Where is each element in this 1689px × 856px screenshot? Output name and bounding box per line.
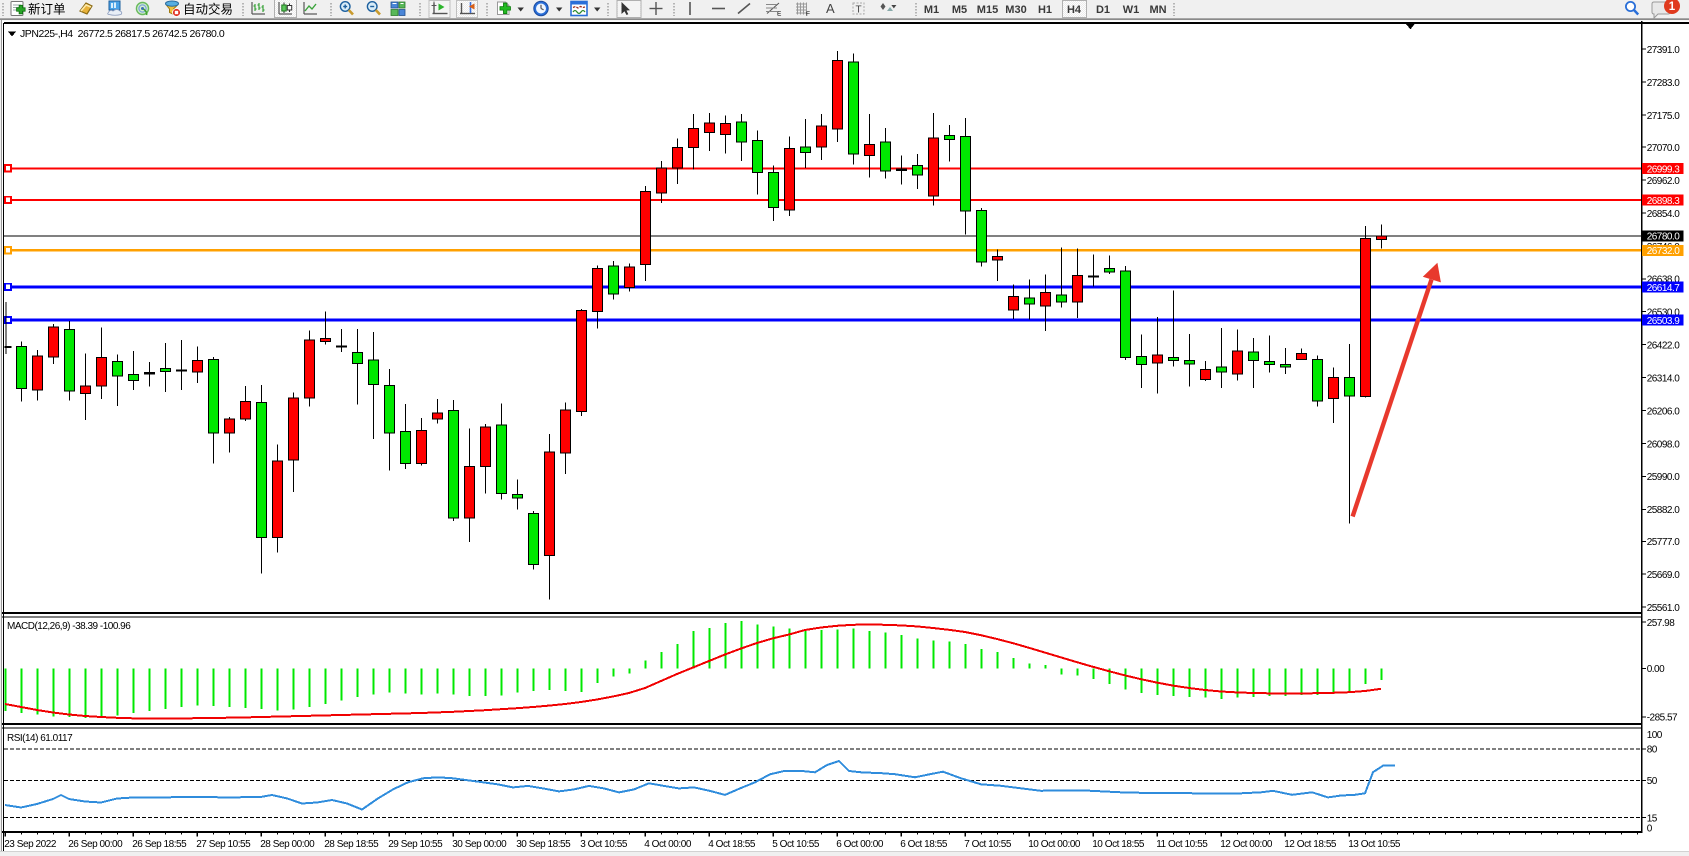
svg-text:26206.0: 26206.0 <box>1647 406 1681 417</box>
svg-text:4 Oct 00:00: 4 Oct 00:00 <box>644 839 692 850</box>
svg-text:26962.0: 26962.0 <box>1647 176 1681 187</box>
svg-text:10 Oct 00:00: 10 Oct 00:00 <box>1028 839 1081 850</box>
svg-text:MACD(12,26,9) -38.39 -100.96: MACD(12,26,9) -38.39 -100.96 <box>7 621 131 632</box>
svg-text:27283.0: 27283.0 <box>1647 78 1681 89</box>
svg-text:26503.9: 26503.9 <box>1647 316 1681 327</box>
svg-text:6 Oct 18:55: 6 Oct 18:55 <box>900 839 948 850</box>
svg-text:10 Oct 18:55: 10 Oct 18:55 <box>1092 839 1145 850</box>
svg-text:30 Sep 18:55: 30 Sep 18:55 <box>516 839 571 850</box>
svg-text:A: A <box>826 1 835 16</box>
svg-text:27175.0: 27175.0 <box>1647 111 1681 122</box>
svg-text:0: 0 <box>1647 823 1653 834</box>
svg-text:23 Sep 2022: 23 Sep 2022 <box>4 839 57 850</box>
svg-text:26530.0: 26530.0 <box>1647 308 1681 319</box>
svg-text:29 Sep 10:55: 29 Sep 10:55 <box>388 839 443 850</box>
svg-text:26314.0: 26314.0 <box>1647 374 1681 385</box>
svg-text:26638.0: 26638.0 <box>1647 275 1681 286</box>
svg-text:28 Sep 00:00: 28 Sep 00:00 <box>260 839 315 850</box>
svg-text:26999.3: 26999.3 <box>1647 164 1681 175</box>
svg-text:12 Oct 00:00: 12 Oct 00:00 <box>1220 839 1273 850</box>
svg-text:26898.3: 26898.3 <box>1647 196 1681 207</box>
svg-text:26 Sep 18:55: 26 Sep 18:55 <box>132 839 187 850</box>
svg-text:257.98: 257.98 <box>1647 618 1676 629</box>
svg-text:JPN225-,H4 26772.5 26817.5 26: JPN225-,H4 26772.5 26817.5 26742.5 26780… <box>20 28 225 40</box>
svg-text:M1: M1 <box>924 4 939 16</box>
svg-text:自动交易: 自动交易 <box>183 2 233 17</box>
svg-text:26422.0: 26422.0 <box>1647 341 1681 352</box>
svg-text:6 Oct 00:00: 6 Oct 00:00 <box>836 839 884 850</box>
svg-text:15: 15 <box>1647 813 1658 824</box>
svg-text:27070.0: 27070.0 <box>1647 143 1681 154</box>
svg-text:26732.0: 26732.0 <box>1647 246 1681 257</box>
svg-text:M15: M15 <box>977 4 998 16</box>
svg-text:M30: M30 <box>1005 4 1026 16</box>
svg-text:D1: D1 <box>1096 4 1110 16</box>
svg-text:26854.0: 26854.0 <box>1647 209 1681 220</box>
svg-text:RSI(14) 61.0117: RSI(14) 61.0117 <box>7 733 73 744</box>
svg-text:4 Oct 18:55: 4 Oct 18:55 <box>708 839 756 850</box>
svg-text:25990.0: 25990.0 <box>1647 472 1681 483</box>
svg-text:50: 50 <box>1647 776 1658 787</box>
svg-text:T: T <box>856 5 862 16</box>
svg-text:新订单: 新订单 <box>28 2 66 17</box>
svg-text:80: 80 <box>1647 745 1658 756</box>
svg-text:25777.0: 25777.0 <box>1647 537 1681 548</box>
svg-text:30 Sep 00:00: 30 Sep 00:00 <box>452 839 507 850</box>
svg-text:28 Sep 18:55: 28 Sep 18:55 <box>324 839 379 850</box>
svg-text:27 Sep 10:55: 27 Sep 10:55 <box>196 839 251 850</box>
svg-text:-285.57: -285.57 <box>1647 713 1678 724</box>
svg-text:26 Sep 00:00: 26 Sep 00:00 <box>68 839 123 850</box>
svg-text:3 Oct 10:55: 3 Oct 10:55 <box>580 839 628 850</box>
svg-text:MN: MN <box>1149 4 1166 16</box>
svg-text:25882.0: 25882.0 <box>1647 505 1681 516</box>
svg-text:H4: H4 <box>1067 4 1082 16</box>
svg-text:0.00: 0.00 <box>1647 664 1665 675</box>
svg-text:5 Oct 10:55: 5 Oct 10:55 <box>772 839 820 850</box>
svg-text:M5: M5 <box>952 4 967 16</box>
svg-text:11 Oct 10:55: 11 Oct 10:55 <box>1156 839 1208 850</box>
svg-text:W1: W1 <box>1123 4 1140 16</box>
svg-text:100: 100 <box>1647 730 1663 741</box>
svg-text:13 Oct 10:55: 13 Oct 10:55 <box>1348 839 1401 850</box>
svg-text:1: 1 <box>1669 1 1676 13</box>
svg-text:E: E <box>777 11 782 18</box>
svg-text:27391.0: 27391.0 <box>1647 45 1681 56</box>
svg-text:7 Oct 10:55: 7 Oct 10:55 <box>964 839 1012 850</box>
svg-text:H1: H1 <box>1038 4 1052 16</box>
svg-text:26780.0: 26780.0 <box>1647 232 1681 243</box>
svg-text:25669.0: 25669.0 <box>1647 570 1681 581</box>
svg-text:12 Oct 18:55: 12 Oct 18:55 <box>1284 839 1337 850</box>
svg-text:F: F <box>806 11 810 18</box>
svg-text:26098.0: 26098.0 <box>1647 439 1681 450</box>
svg-text:25561.0: 25561.0 <box>1647 603 1681 614</box>
svg-text:26614.7: 26614.7 <box>1647 283 1681 294</box>
